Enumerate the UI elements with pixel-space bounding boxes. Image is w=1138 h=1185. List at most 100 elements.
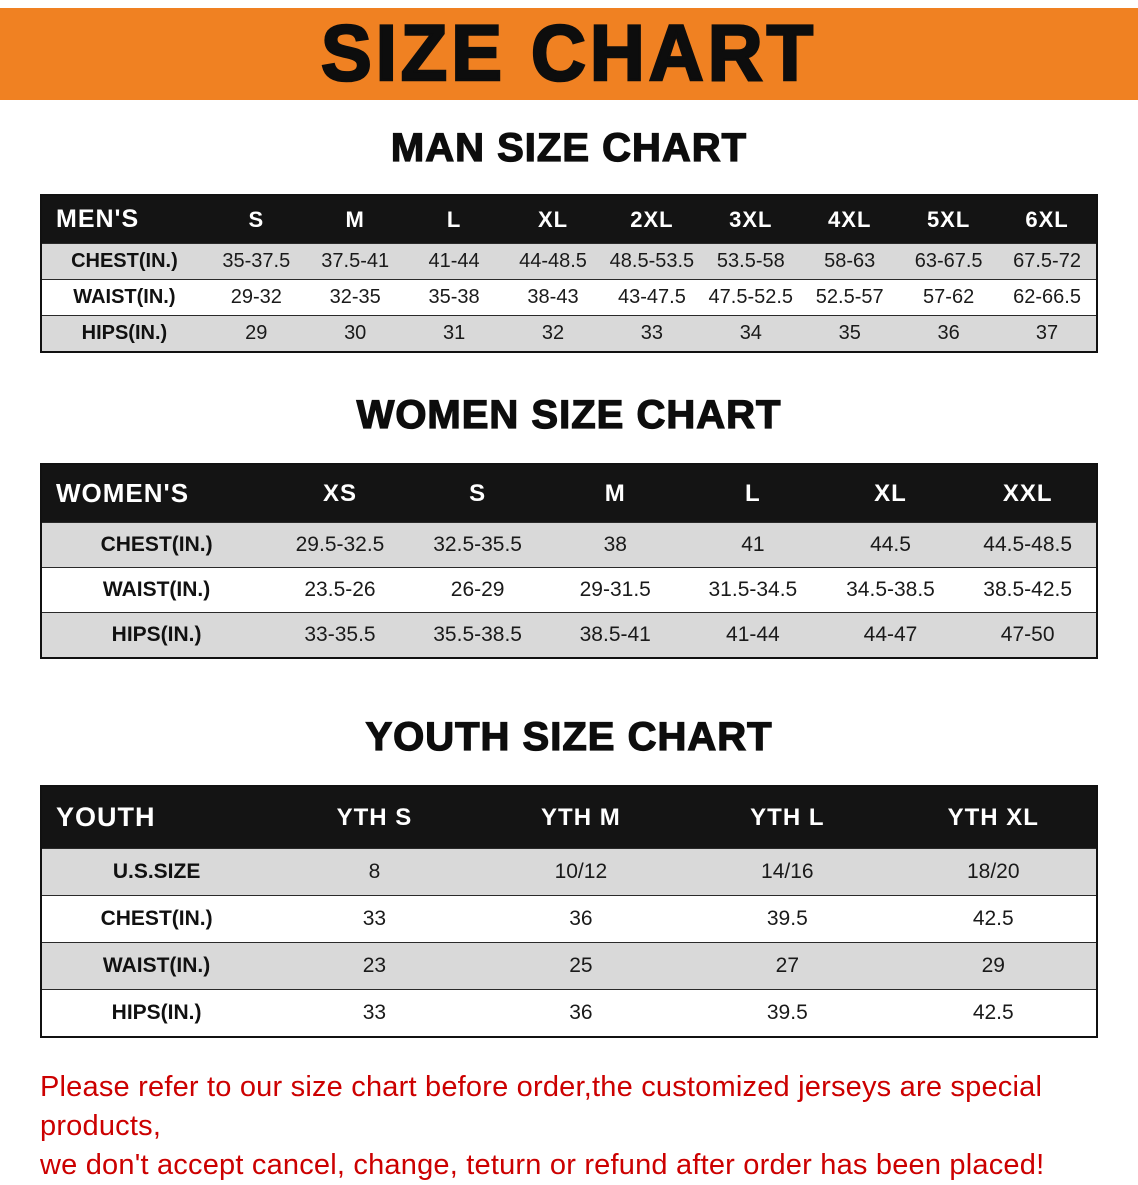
value-cell: 29 (206, 315, 306, 352)
value-cell: 33 (271, 895, 478, 943)
size-header-cell: XS (271, 464, 409, 523)
youth-size-table-wrap: YOUTH YTH S YTH M YTH L YTH XL U.S.SIZE 8 10/12… (40, 785, 1098, 1038)
table-row: CHEST(IN.) 35-37.5 37.5-41 41-44 44-48.5 48.5… (41, 243, 1097, 280)
value-cell: 47-50 (959, 612, 1097, 658)
value-cell: 35-37.5 (206, 243, 306, 280)
value-cell: 39.5 (684, 989, 891, 1037)
value-cell: 41-44 (684, 612, 822, 658)
value-cell: 34 (701, 315, 801, 352)
value-cell: 14/16 (684, 848, 891, 896)
women-size-table: WOMEN'S XS S M L XL XXL CHEST(IN.) 29.5-32.5 32.5… (40, 463, 1098, 659)
value-cell: 44.5 (821, 522, 960, 568)
value-cell: 30 (305, 315, 405, 352)
size-header-cell: 2XL (602, 195, 702, 244)
women-size-table-wrap: WOMEN'S XS S M L XL XXL CHEST(IN.) 29.5-32.5 32.5… (40, 463, 1098, 659)
size-header-cell: XL (503, 195, 603, 244)
value-cell: 27 (684, 942, 891, 990)
size-header-cell: 6XL (998, 195, 1097, 244)
value-cell: 33-35.5 (271, 612, 409, 658)
value-cell: 47.5-52.5 (701, 279, 801, 316)
row-label: U.S.SIZE (41, 848, 272, 896)
value-cell: 35 (800, 315, 900, 352)
women-section-heading: WOMEN SIZE CHART (356, 392, 782, 437)
men-section-heading: MAN SIZE CHART (390, 125, 748, 170)
row-label: CHEST(IN.) (41, 522, 272, 568)
row-label: WAIST(IN.) (41, 279, 207, 316)
value-cell: 42.5 (890, 989, 1097, 1037)
value-cell: 18/20 (890, 848, 1097, 896)
value-cell: 38-43 (503, 279, 603, 316)
header-row: WOMEN'S XS S M L XL XXL (41, 464, 1097, 523)
value-cell: 32-35 (305, 279, 405, 316)
value-cell: 35-38 (404, 279, 504, 316)
size-header-cell: XXL (959, 464, 1097, 523)
row-label: CHEST(IN.) (41, 895, 272, 943)
value-cell: 41 (684, 522, 822, 568)
banner-title: SIZE CHART (320, 9, 817, 98)
header-row: MEN'S S M L XL 2XL 3XL 4XL 5XL 6XL (41, 195, 1097, 244)
value-cell: 37.5-41 (305, 243, 405, 280)
value-cell: 38.5-41 (546, 612, 685, 658)
value-cell: 29.5-32.5 (271, 522, 409, 568)
men-size-table-wrap: MEN'S S M L XL 2XL 3XL 4XL 5XL 6XL CHEST(IN.) 35-37… (40, 194, 1098, 353)
size-header-cell: M (546, 464, 685, 523)
disclaimer: Please refer to our size chart before or… (40, 1068, 1102, 1185)
header-row: YOUTH YTH S YTH M YTH L YTH XL (41, 786, 1097, 849)
value-cell: 33 (271, 989, 478, 1037)
value-cell: 37 (998, 315, 1097, 352)
size-header-cell: 3XL (701, 195, 801, 244)
value-cell: 34.5-38.5 (821, 567, 960, 613)
size-header-cell: 4XL (800, 195, 900, 244)
value-cell: 38 (546, 522, 685, 568)
women-size-section: WOMEN SIZE CHART WOMEN'S XS S M L XL XXL CHEST(… (0, 392, 1138, 659)
size-header-cell: 5XL (899, 195, 999, 244)
value-cell: 23.5-26 (271, 567, 409, 613)
table-row: HIPS(IN.) 29 30 31 32 33 34 35 36 37 (41, 315, 1097, 352)
table-title-cell: MEN'S (41, 195, 207, 244)
value-cell: 29-32 (206, 279, 306, 316)
value-cell: 53.5-58 (701, 243, 801, 280)
row-label: WAIST(IN.) (41, 567, 272, 613)
value-cell: 36 (477, 895, 685, 943)
value-cell: 43-47.5 (602, 279, 702, 316)
table-row: CHEST(IN.) 29.5-32.5 32.5-35.5 38 41 44.5 44.5… (41, 522, 1097, 568)
value-cell: 31.5-34.5 (684, 567, 822, 613)
table-row: HIPS(IN.) 33-35.5 35.5-38.5 38.5-41 41-44 44-… (41, 612, 1097, 658)
value-cell: 32 (503, 315, 603, 352)
youth-section-heading: YOUTH SIZE CHART (365, 714, 773, 759)
table-row: CHEST(IN.) 33 36 39.5 42.5 (41, 895, 1097, 943)
value-cell: 63-67.5 (899, 243, 999, 280)
value-cell: 42.5 (890, 895, 1097, 943)
value-cell: 67.5-72 (998, 243, 1097, 280)
value-cell: 29 (890, 942, 1097, 990)
value-cell: 44-47 (821, 612, 960, 658)
table-row: WAIST(IN.) 23 25 27 29 (41, 942, 1097, 990)
row-label: WAIST(IN.) (41, 942, 272, 990)
size-header-cell: S (408, 464, 547, 523)
row-label: HIPS(IN.) (41, 989, 272, 1037)
size-header-cell: YTH M (477, 786, 685, 849)
value-cell: 33 (602, 315, 702, 352)
size-header-cell: L (684, 464, 822, 523)
value-cell: 35.5-38.5 (408, 612, 547, 658)
men-size-section: MAN SIZE CHART MEN'S S M L XL 2XL 3XL 4XL 5XL 6XL… (0, 125, 1138, 353)
disclaimer-line-1: Please refer to our size chart before or… (40, 1071, 1043, 1143)
size-header-cell: YTH XL (890, 786, 1097, 849)
value-cell: 31 (404, 315, 504, 352)
row-label: HIPS(IN.) (41, 612, 272, 658)
value-cell: 41-44 (404, 243, 504, 280)
table-row: WAIST(IN.) 23.5-26 26-29 29-31.5 31.5-34.5 34… (41, 567, 1097, 613)
youth-size-table: YOUTH YTH S YTH M YTH L YTH XL U.S.SIZE 8 10/12… (40, 785, 1098, 1038)
value-cell: 32.5-35.5 (408, 522, 547, 568)
size-header-cell: S (206, 195, 306, 244)
value-cell: 62-66.5 (998, 279, 1097, 316)
value-cell: 52.5-57 (800, 279, 900, 316)
disclaimer-line-2: we don't accept cancel, change, teturn o… (40, 1149, 1045, 1182)
value-cell: 58-63 (800, 243, 900, 280)
size-header-cell: M (305, 195, 405, 244)
size-header-cell: YTH L (684, 786, 891, 849)
row-label: CHEST(IN.) (41, 243, 207, 280)
size-header-cell: XL (821, 464, 960, 523)
table-title-cell: YOUTH (41, 786, 272, 849)
value-cell: 44.5-48.5 (959, 522, 1097, 568)
